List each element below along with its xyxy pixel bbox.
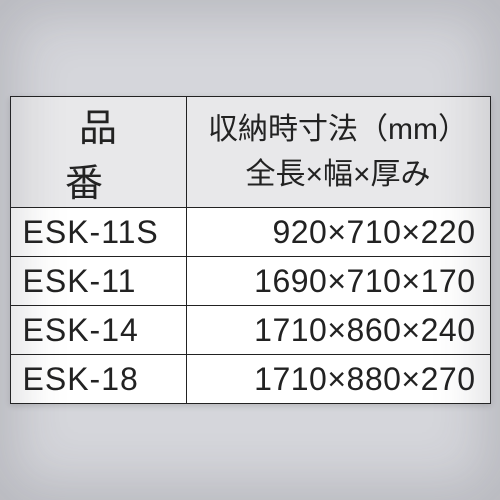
col-header-partno: 品 番 [10, 97, 186, 208]
col-header-dimensions: 収納時寸法（mm） 全長×幅×厚み [186, 97, 490, 208]
table-row: ESK-11S 920×710×220 [10, 208, 490, 257]
col-header-dim-line2: 全長×幅×厚み [245, 158, 430, 191]
cell-partno: ESK-18 [10, 355, 186, 404]
table-row: ESK-18 1710×880×270 [10, 355, 490, 404]
cell-partno: ESK-14 [10, 306, 186, 355]
cell-partno: ESK-11 [10, 257, 186, 306]
cell-dim: 920×710×220 [186, 208, 490, 257]
spec-table: 品 番 収納時寸法（mm） 全長×幅×厚み ESK-11S 920×710×22… [10, 96, 491, 404]
cell-dim: 1710×880×270 [186, 355, 490, 404]
table-row: ESK-14 1710×860×240 [10, 306, 490, 355]
col-header-dim-line1: 収納時寸法（mm） [208, 113, 468, 146]
cell-dim: 1710×860×240 [186, 306, 490, 355]
table-header-row: 品 番 収納時寸法（mm） 全長×幅×厚み [10, 97, 490, 208]
table-row: ESK-11 1690×710×170 [10, 257, 490, 306]
cell-partno: ESK-11S [10, 208, 186, 257]
cell-dim: 1690×710×170 [186, 257, 490, 306]
product-photo: 品 番 収納時寸法（mm） 全長×幅×厚み ESK-11S 920×710×22… [0, 0, 500, 500]
